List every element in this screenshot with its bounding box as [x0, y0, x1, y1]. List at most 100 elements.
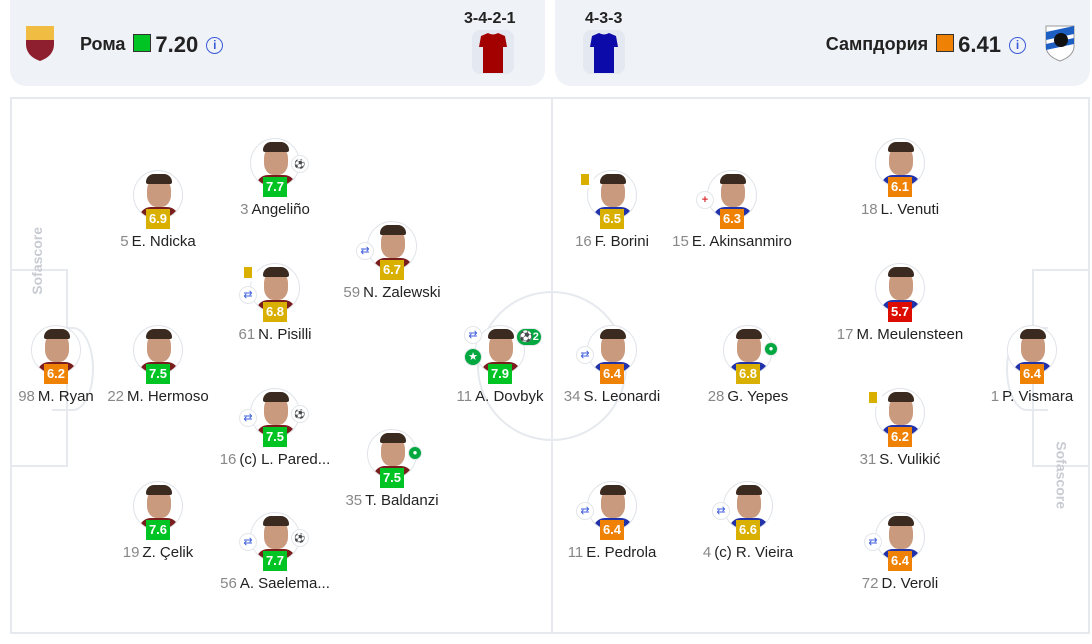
home-rating-square [133, 34, 152, 52]
player-label[interactable]: 31 S. Vulikić [820, 451, 980, 468]
player-rating: 6.8 [263, 302, 287, 322]
substitution-icon: ⇄ [356, 242, 374, 260]
player-number: 4 [702, 544, 712, 561]
player-rating: 7.7 [263, 177, 287, 197]
substitution-icon: ⇄ [864, 533, 882, 551]
away-team-header: 4-3-3 Сампдория 6.41 i [555, 0, 1090, 86]
player-label[interactable]: 1 P. Vismara [952, 388, 1092, 405]
player-number: 72 [861, 575, 879, 592]
player-rating: 6.1 [888, 177, 912, 197]
player-label[interactable]: 98 M. Ryan [0, 388, 136, 405]
player-label[interactable]: 16 F. Borini [532, 233, 692, 250]
shirt-icon [479, 33, 507, 73]
player-rating: 6.6 [736, 520, 760, 540]
home-formation: 3-4-2-1 [464, 10, 516, 27]
player-label[interactable]: 72 D. Veroli [820, 575, 980, 592]
player-number: 11 [456, 388, 473, 405]
yellow-card-icon [239, 264, 257, 282]
goals-count: 2 [532, 331, 539, 343]
player-rating: 6.2 [44, 364, 68, 384]
substitution-icon: ⇄ [239, 409, 257, 427]
boot-icon: ⚽ [291, 529, 309, 547]
player-label[interactable]: 59 N. Zalewski [312, 284, 472, 301]
yellow-card-icon [864, 389, 882, 407]
info-icon[interactable]: i [206, 37, 224, 54]
player-label[interactable]: 16 (c) L. Pared... [195, 451, 355, 468]
player-rating: 7.5 [263, 427, 287, 447]
player-label[interactable]: 3 Angeliño [195, 201, 355, 218]
player-name: (c) L. Pared... [239, 451, 331, 468]
player-number: 11 [567, 544, 584, 561]
player-name: M. Hermoso [127, 388, 209, 405]
player-label[interactable]: 4 (c) R. Vieira [668, 544, 828, 561]
player-number: 16 [219, 451, 237, 468]
player-number: 34 [563, 388, 581, 405]
substitution-icon: ⇄ [239, 533, 257, 551]
info-icon[interactable]: i [1009, 37, 1026, 54]
player-name: M. Meulensteen [856, 326, 964, 343]
ball-icon: ● [408, 446, 422, 460]
boot-icon: ⚽ [291, 405, 309, 423]
player-rating: 6.7 [380, 260, 404, 280]
roma-crest-logo [26, 26, 54, 61]
player-name: P. Vismara [1002, 388, 1074, 405]
player-label[interactable]: 34 S. Leonardi [532, 388, 692, 405]
player-name: E. Akinsanmiro [691, 233, 792, 250]
player-rating: 7.9 [488, 364, 512, 384]
player-name: S. Vulikić [879, 451, 941, 468]
player-rating: 6.4 [600, 364, 624, 384]
substitution-icon: ⇄ [576, 346, 594, 364]
player-number: 56 [220, 575, 237, 592]
player-name: (c) R. Vieira [714, 544, 794, 561]
player-number: 35 [345, 492, 363, 509]
player-name: A. Dovbyk [475, 388, 544, 405]
substitution-icon: ⇄ [464, 326, 482, 344]
player-number: 1 [990, 388, 1000, 405]
player-number: 98 [18, 388, 35, 405]
player-rating: 7.5 [380, 468, 404, 488]
player-rating: 5.7 [888, 302, 912, 322]
home-team-header: Рома 7.20 i 3-4-2-1 [10, 0, 545, 86]
player-label[interactable]: 11 A. Dovbyk [420, 388, 580, 405]
home-team-name: Рома [80, 34, 126, 54]
player-rating: 6.8 [736, 364, 760, 384]
player-name: D. Veroli [881, 575, 939, 592]
player-name: L. Venuti [880, 201, 940, 218]
boot-icon: ⚽ [291, 155, 309, 173]
player-label[interactable]: 17 M. Meulensteen [820, 326, 980, 343]
player-label[interactable]: 15 E. Akinsanmiro [652, 233, 812, 250]
player-label[interactable]: 19 Z. Çelik [78, 544, 238, 561]
substitution-icon: ⇄ [576, 502, 594, 520]
home-shirt [472, 30, 514, 74]
substitution-icon: ⇄ [239, 286, 257, 304]
player-label[interactable]: 18 L. Venuti [820, 201, 980, 218]
player-number: 61 [238, 326, 256, 343]
player-rating: 6.4 [600, 520, 624, 540]
player-name: Z. Çelik [142, 544, 194, 561]
player-name: A. Saelema... [239, 575, 330, 592]
player-label[interactable]: 56 A. Saelema... [195, 575, 355, 592]
yellow-card-icon [576, 171, 594, 189]
player-label[interactable]: 61 N. Pisilli [195, 326, 355, 343]
player-rating: 6.3 [720, 209, 744, 229]
player-number: 3 [240, 201, 249, 218]
player-name: S. Leonardi [583, 388, 661, 405]
player-number: 16 [575, 233, 592, 250]
player-number: 5 [120, 233, 129, 250]
player-name: Angeliño [251, 201, 310, 218]
player-name: E. Ndicka [131, 233, 196, 250]
player-name: F. Borini [594, 233, 649, 250]
player-number: 17 [836, 326, 854, 343]
player-name: G. Yepes [727, 388, 789, 405]
away-shirt [583, 30, 625, 74]
player-label[interactable]: 22 M. Hermoso [78, 388, 238, 405]
player-rating: 7.6 [146, 520, 170, 540]
player-label[interactable]: 11 E. Pedrola [532, 544, 692, 561]
shirt-icon [590, 33, 618, 73]
sofascore-watermark: Sofascore [1054, 441, 1070, 509]
away-formation: 4-3-3 [585, 10, 623, 27]
player-label[interactable]: 5 E. Ndicka [78, 233, 238, 250]
player-label[interactable]: 35 T. Baldanzi [312, 492, 472, 509]
player-label[interactable]: 28 G. Yepes [668, 388, 828, 405]
player-number: 18 [860, 201, 878, 218]
